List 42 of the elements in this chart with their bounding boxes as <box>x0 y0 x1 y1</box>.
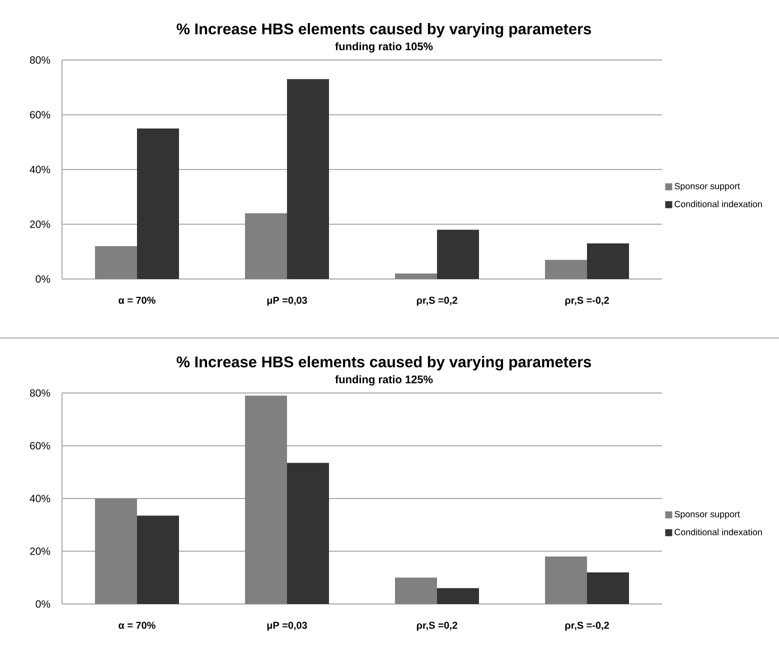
bar <box>437 588 480 604</box>
bar <box>437 230 480 279</box>
x-tick-label: μP =0,03 <box>267 622 307 631</box>
legend-label: Sponsor support <box>674 510 740 520</box>
bar <box>395 578 438 604</box>
y-tick-label: 20% <box>30 548 50 555</box>
x-tick-label: ρr,S =0,2 <box>416 296 458 306</box>
legend-label: Conditional indexation <box>674 528 762 536</box>
bar <box>137 516 179 604</box>
chart-title: % Increase HBS elements caused by varying parameters <box>176 23 592 38</box>
y-tick-label: 40% <box>30 166 50 174</box>
bar <box>95 498 137 604</box>
y-tick-label: 40% <box>30 494 50 502</box>
y-tick-label: 60% <box>30 442 50 450</box>
legend-label: Conditional indexation <box>674 200 762 208</box>
bar <box>587 572 630 604</box>
y-tick-label: 80% <box>30 56 50 64</box>
x-tick-label: μP =0,03 <box>267 296 307 306</box>
bar <box>587 243 630 279</box>
y-tick-label: 60% <box>30 111 50 118</box>
bar <box>545 260 588 279</box>
bar <box>287 462 329 604</box>
bar <box>95 246 137 279</box>
y-tick-label: 80% <box>30 389 50 397</box>
x-tick-label: ρr,S =0,2 <box>416 622 458 631</box>
legend-label: Sponsor support <box>674 182 740 192</box>
x-tick-label: α = 70% <box>118 622 156 629</box>
bar <box>287 79 329 279</box>
bar <box>245 396 287 604</box>
chart-subtitle: funding ratio 105% <box>335 42 433 53</box>
x-tick-label: α = 70% <box>118 296 156 304</box>
y-tick-label: 20% <box>30 220 50 228</box>
bar <box>545 556 588 604</box>
y-tick-label: 0% <box>36 275 50 283</box>
x-tick-label: ρr,S =-0,2 <box>565 622 609 631</box>
chart-title: % Increase HBS elements caused by varying parameters <box>176 356 592 370</box>
x-tick-label: ρr,S =-0,2 <box>565 296 609 306</box>
bar <box>395 274 438 279</box>
bar <box>137 128 179 279</box>
y-tick-label: 0% <box>36 600 50 608</box>
chart-subtitle: funding ratio 125% <box>335 375 433 386</box>
bar <box>245 213 287 279</box>
